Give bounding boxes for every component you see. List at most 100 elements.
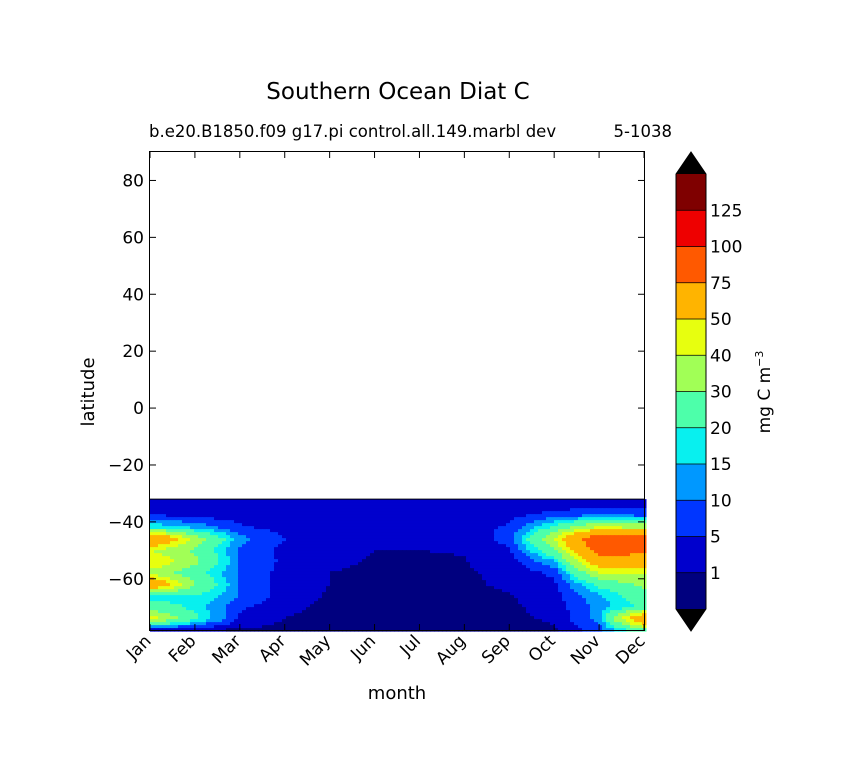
- contour-cell: [294, 499, 299, 503]
- contour-cell: [158, 517, 163, 521]
- contour-cell: [390, 604, 395, 608]
- contour-cell: [250, 499, 255, 503]
- contour-cell: [202, 598, 207, 602]
- contour-cell: [450, 595, 455, 599]
- contour-cell: [442, 538, 447, 542]
- contour-cell: [478, 607, 483, 611]
- contour-cell: [630, 610, 635, 614]
- contour-cell: [542, 595, 547, 599]
- contour-cell: [422, 556, 427, 560]
- contour-cell: [506, 529, 511, 533]
- contour-cell: [474, 607, 479, 611]
- contour-cell: [578, 541, 583, 545]
- contour-cell: [514, 526, 519, 530]
- contour-cell: [162, 508, 167, 512]
- contour-cell: [294, 538, 299, 542]
- contour-cell: [182, 508, 187, 512]
- contour-cell: [222, 595, 227, 599]
- contour-cell: [150, 553, 155, 557]
- contour-cell: [274, 592, 279, 596]
- contour-cell: [398, 550, 403, 554]
- contour-cell: [250, 604, 255, 608]
- contour-cell: [434, 532, 439, 536]
- contour-cell: [230, 562, 235, 566]
- contour-cell: [386, 526, 391, 530]
- contour-cell: [466, 604, 471, 608]
- contour-cell: [534, 589, 539, 593]
- contour-cell: [222, 583, 227, 587]
- contour-cell: [626, 583, 631, 587]
- contour-cell: [378, 520, 383, 524]
- contour-cell: [234, 544, 239, 548]
- contour-cell: [486, 526, 491, 530]
- contour-cell: [374, 538, 379, 542]
- contour-cell: [154, 565, 159, 569]
- contour-cell: [318, 550, 323, 554]
- contour-cell: [578, 559, 583, 563]
- contour-cell: [218, 607, 223, 611]
- contour-cell: [402, 556, 407, 560]
- contour-cell: [594, 598, 599, 602]
- contour-cell: [466, 550, 471, 554]
- contour-cell: [198, 556, 203, 560]
- contour-cell: [362, 547, 367, 551]
- contour-cell: [294, 502, 299, 506]
- contour-cell: [506, 586, 511, 590]
- contour-cell: [578, 550, 583, 554]
- contour-cell: [462, 505, 467, 509]
- contour-cell: [638, 529, 643, 533]
- contour-cell: [178, 571, 183, 575]
- contour-cell: [638, 574, 643, 578]
- contour-cell: [366, 598, 371, 602]
- contour-cell: [282, 544, 287, 548]
- contour-cell: [566, 595, 571, 599]
- contour-cell: [426, 529, 431, 533]
- contour-cell: [214, 523, 219, 527]
- contour-cell: [242, 619, 247, 623]
- contour-cell: [534, 604, 539, 608]
- contour-cell: [462, 538, 467, 542]
- contour-cell: [166, 562, 171, 566]
- contour-cell: [626, 532, 631, 536]
- contour-cell: [386, 547, 391, 551]
- contour-cell: [422, 505, 427, 509]
- contour-cell: [366, 520, 371, 524]
- contour-cell: [270, 511, 275, 515]
- contour-cell: [394, 574, 399, 578]
- contour-cell: [226, 571, 231, 575]
- contour-cell: [338, 505, 343, 509]
- contour-cell: [454, 592, 459, 596]
- contour-cell: [378, 589, 383, 593]
- contour-cell: [394, 610, 399, 614]
- contour-cell: [510, 517, 515, 521]
- contour-cell: [430, 505, 435, 509]
- contour-cell: [470, 583, 475, 587]
- contour-cell: [590, 580, 595, 584]
- contour-cell: [282, 595, 287, 599]
- contour-cell: [366, 550, 371, 554]
- contour-cell: [574, 565, 579, 569]
- contour-cell: [182, 559, 187, 563]
- contour-cell: [558, 535, 563, 539]
- contour-cell: [174, 517, 179, 521]
- contour-cell: [238, 577, 243, 581]
- contour-cell: [426, 610, 431, 614]
- contour-cell: [178, 592, 183, 596]
- contour-cell: [618, 607, 623, 611]
- contour-cell: [614, 559, 619, 563]
- contour-cell: [406, 544, 411, 548]
- contour-cell: [626, 616, 631, 620]
- contour-cell: [338, 565, 343, 569]
- contour-cell: [190, 589, 195, 593]
- contour-cell: [362, 586, 367, 590]
- contour-cell: [230, 532, 235, 536]
- contour-cell: [482, 553, 487, 557]
- contour-cell: [402, 583, 407, 587]
- contour-cell: [438, 511, 443, 515]
- contour-cell: [466, 541, 471, 545]
- contour-cell: [258, 562, 263, 566]
- contour-cell: [210, 613, 215, 617]
- contour-cell: [302, 502, 307, 506]
- contour-cell: [622, 508, 627, 512]
- contour-cell: [394, 547, 399, 551]
